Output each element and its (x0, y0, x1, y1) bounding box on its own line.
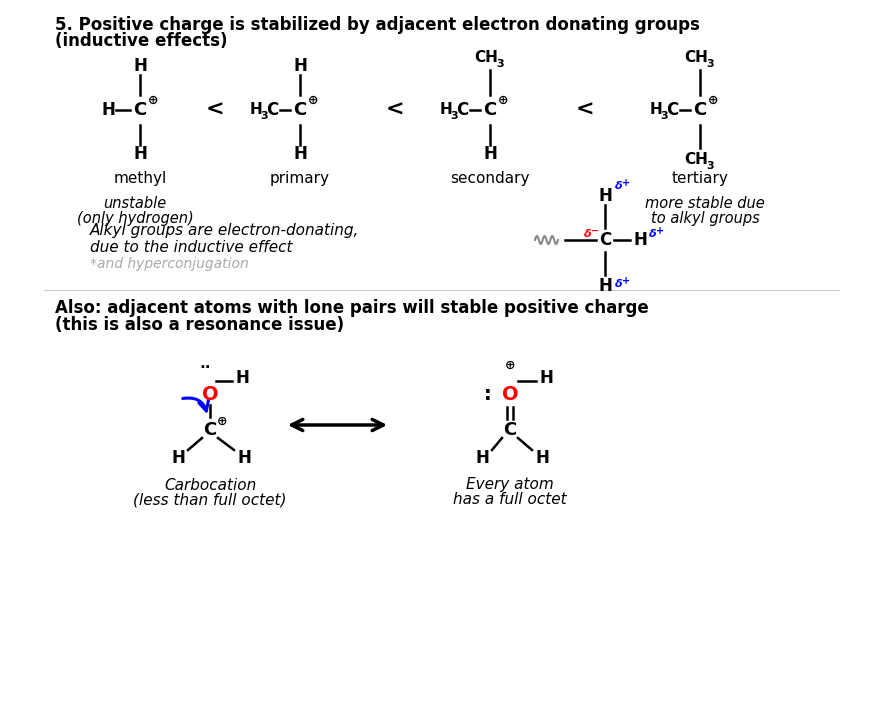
Text: <: < (385, 100, 405, 120)
Text: to alkyl groups: to alkyl groups (650, 210, 760, 225)
Text: Alkyl groups are electron-donating,: Alkyl groups are electron-donating, (90, 222, 359, 238)
Text: C: C (134, 101, 147, 119)
Text: <: < (576, 100, 594, 120)
Text: ⊕: ⊕ (308, 94, 318, 107)
Text: C: C (503, 421, 517, 439)
Text: ⊕: ⊕ (217, 415, 227, 428)
Text: O: O (202, 385, 218, 405)
Text: C: C (483, 101, 496, 119)
Text: δ: δ (615, 181, 623, 191)
Text: <: < (205, 100, 225, 120)
Text: C: C (599, 231, 611, 249)
Text: C: C (294, 101, 307, 119)
Text: C: C (456, 101, 468, 119)
Text: C: C (666, 101, 678, 119)
Text: ⊕: ⊕ (708, 94, 718, 107)
Text: (only hydrogen): (only hydrogen) (77, 210, 193, 225)
Text: H: H (483, 145, 497, 163)
Text: C: C (204, 421, 217, 439)
Text: CH: CH (474, 50, 498, 66)
Text: 3: 3 (660, 111, 668, 121)
Text: 5. Positive charge is stabilized by adjacent electron donating groups: 5. Positive charge is stabilized by adja… (55, 16, 700, 34)
Text: +: + (622, 276, 630, 286)
Text: δ: δ (649, 229, 657, 239)
Text: H: H (133, 57, 147, 75)
Text: H: H (598, 187, 612, 205)
Text: 3: 3 (450, 111, 458, 121)
Text: δ: δ (615, 279, 623, 289)
Text: methyl: methyl (114, 171, 167, 186)
Text: H: H (235, 369, 249, 387)
Text: *and hyperconjugation: *and hyperconjugation (90, 257, 249, 271)
Text: (less than full octet): (less than full octet) (133, 492, 287, 508)
Text: more stable due: more stable due (645, 197, 765, 212)
Text: H: H (293, 57, 307, 75)
Text: H: H (535, 449, 549, 467)
Text: H: H (133, 145, 147, 163)
Text: CH: CH (684, 153, 708, 168)
Text: CH: CH (684, 50, 708, 66)
Text: +: + (622, 178, 630, 188)
Text: H: H (440, 102, 453, 117)
Text: 3: 3 (706, 59, 714, 69)
Text: −: − (591, 226, 599, 236)
Text: C: C (693, 101, 706, 119)
Text: Also: adjacent atoms with lone pairs will stable positive charge: Also: adjacent atoms with lone pairs wil… (55, 299, 649, 317)
Text: ⊕: ⊕ (148, 94, 158, 107)
Text: ⊕: ⊕ (505, 359, 516, 372)
Text: ⊕: ⊕ (498, 94, 509, 107)
Text: H: H (475, 449, 489, 467)
Text: H: H (237, 449, 251, 467)
Text: tertiary: tertiary (671, 171, 728, 186)
Text: has a full octet: has a full octet (454, 492, 567, 508)
Text: :: : (484, 385, 492, 405)
Text: δ: δ (584, 229, 592, 239)
Text: H: H (539, 369, 553, 387)
Text: H: H (633, 231, 647, 249)
Text: H: H (598, 277, 612, 295)
Text: 3: 3 (706, 161, 714, 171)
Text: C: C (266, 101, 278, 119)
Text: Carbocation: Carbocation (164, 477, 256, 492)
Text: secondary: secondary (450, 171, 530, 186)
Text: H: H (101, 101, 115, 119)
Text: ⋅⋅: ⋅⋅ (199, 361, 211, 376)
Text: Every atom: Every atom (466, 477, 554, 492)
Text: O: O (502, 385, 518, 405)
Text: H: H (171, 449, 185, 467)
FancyArrowPatch shape (183, 398, 208, 411)
Text: 3: 3 (260, 111, 267, 121)
Text: H: H (250, 102, 262, 117)
Text: H: H (649, 102, 662, 117)
Text: primary: primary (270, 171, 330, 186)
Text: H: H (293, 145, 307, 163)
Text: due to the inductive effect: due to the inductive effect (90, 240, 293, 254)
Text: unstable: unstable (103, 197, 167, 212)
Text: 3: 3 (496, 59, 503, 69)
Text: +: + (656, 226, 664, 236)
Text: (this is also a resonance issue): (this is also a resonance issue) (55, 316, 344, 334)
Text: (inductive effects): (inductive effects) (55, 32, 227, 50)
